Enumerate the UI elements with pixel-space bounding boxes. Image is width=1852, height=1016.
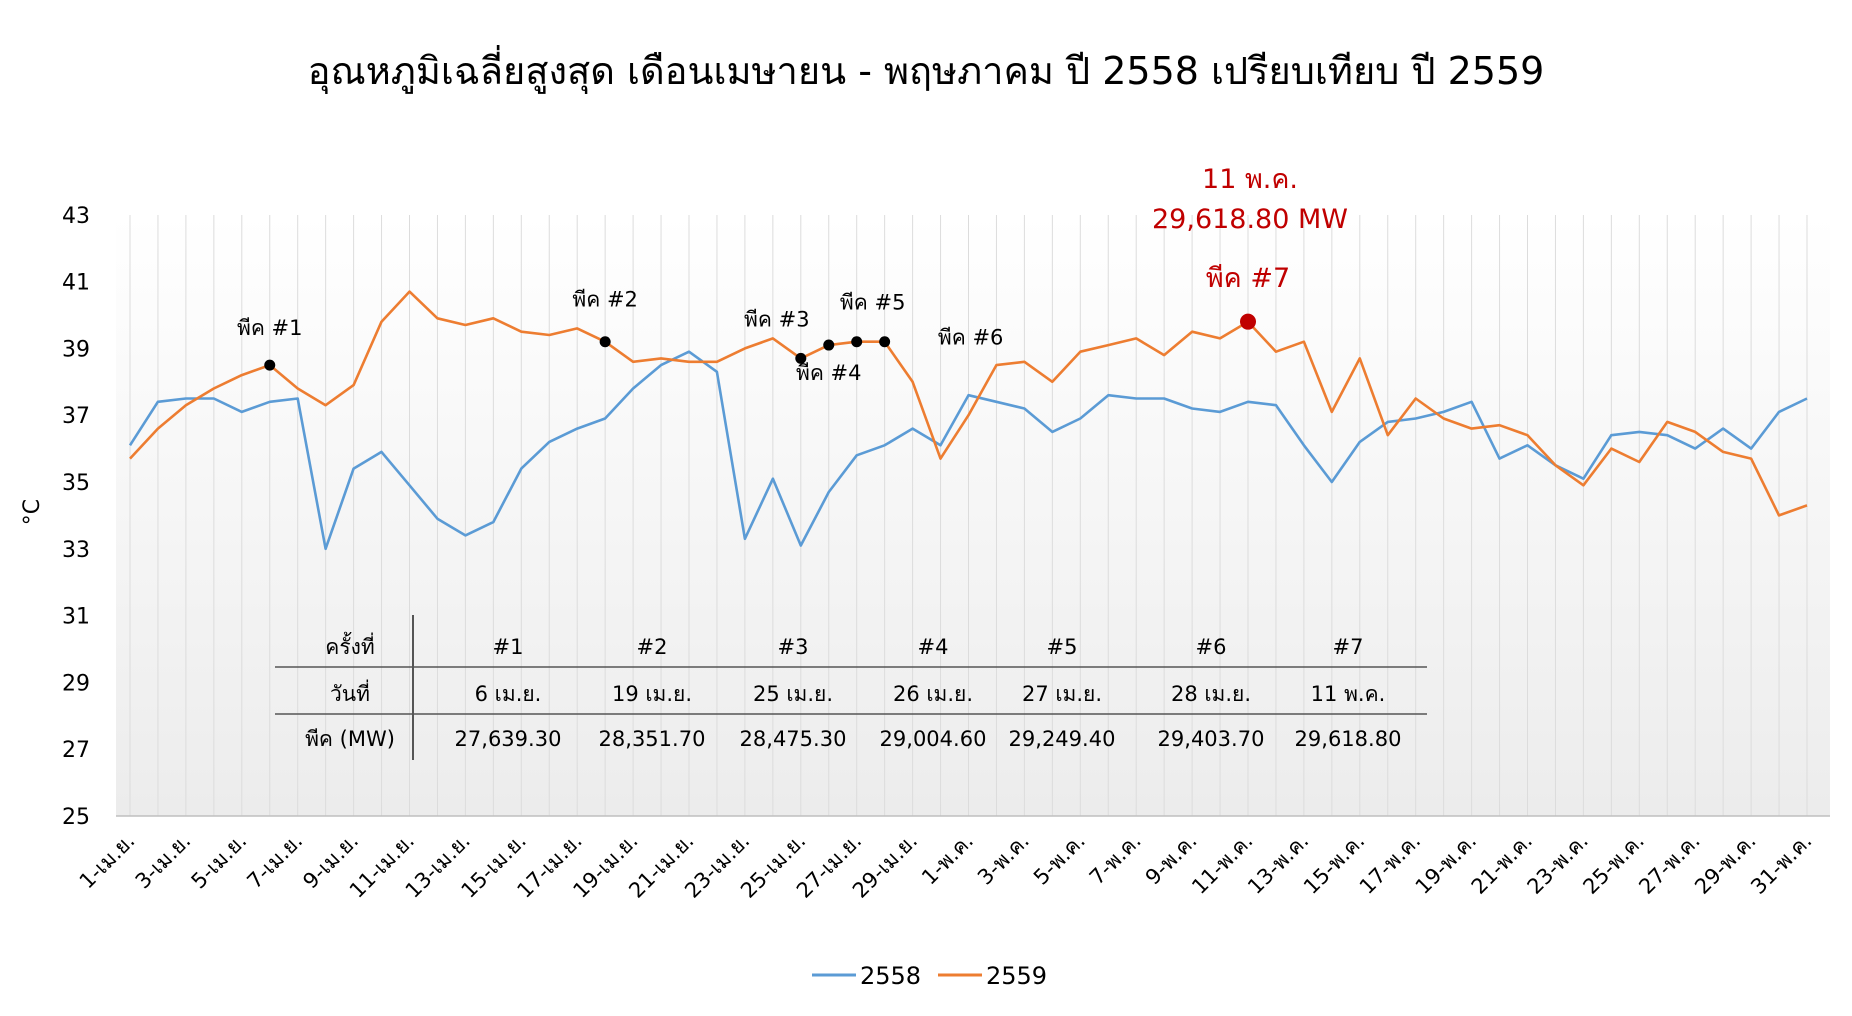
x-tick-label: 31-พ.ค. (1746, 829, 1816, 899)
x-tick-label: 11-พ.ค. (1187, 829, 1257, 899)
x-tick-label: 19-พ.ค. (1411, 829, 1481, 899)
table-cell-no: #4 (918, 635, 949, 659)
x-tick-label: 25-พ.ค. (1578, 829, 1648, 899)
y-tick-label: 31 (62, 605, 90, 630)
table-cell-mw: 28,351.70 (599, 727, 706, 751)
x-tick-label: 5-เม.ย. (187, 829, 252, 894)
x-tick-label: 1-เม.ย. (75, 829, 140, 894)
table-cell-date: 27 เม.ย. (1022, 682, 1102, 706)
vertical-gridlines (129, 215, 1808, 816)
peak-markers: พีค #1 พีค #2 พีค #3 พีค #4 พีค #5 พีค #6 (237, 288, 1256, 385)
peak-label: พีค #5 (840, 291, 906, 315)
peak-label: พีค #2 (572, 288, 638, 312)
x-tick-label: 27-พ.ค. (1634, 829, 1704, 899)
x-tick-label: 17-พ.ค. (1355, 829, 1425, 899)
x-tick-label: 23-พ.ค. (1523, 829, 1593, 899)
y-tick-label: 35 (62, 471, 90, 496)
x-tick-label: 7-เม.ย. (242, 829, 307, 894)
peak-label: พีค #1 (237, 316, 303, 340)
y-tick-label: 29 (62, 671, 90, 696)
x-tick-label: 21-พ.ค. (1467, 829, 1537, 899)
x-tick-label: 7-พ.ค. (1085, 829, 1146, 890)
x-axis-ticks: 1-เม.ย.3-เม.ย.5-เม.ย.7-เม.ย.9-เม.ย.11-เม… (75, 829, 1817, 903)
peak-marker (599, 336, 611, 348)
peak-marker (264, 359, 276, 371)
table-row-header: ครั้งที่ (325, 632, 374, 659)
x-tick-label: 3-พ.ค. (973, 829, 1034, 890)
table-row-header: วันที่ (330, 679, 370, 706)
y-axis-label: °C (20, 499, 45, 525)
peak-label: พีค #3 (744, 307, 810, 331)
x-tick-label: 3-เม.ย. (131, 829, 196, 894)
series-lines (128, 290, 1808, 551)
peak-table: ครั้งที่วันที่พีค (MW) #1 6 เม.ย. 27,639.30… (275, 615, 1427, 760)
peak-annotation: 11 พ.ค. 29,618.80 MW พีค #7 (1152, 164, 1348, 294)
table-cell-date: 6 เม.ย. (475, 682, 542, 706)
table-cell-mw: 29,249.40 (1009, 727, 1116, 751)
y-tick-label: 43 (62, 204, 90, 229)
x-tick-label: 13-พ.ค. (1243, 829, 1313, 899)
table-row-header: พีค (MW) (305, 727, 395, 751)
table-cell-no: #1 (493, 635, 524, 659)
table-cell-no: #3 (778, 635, 809, 659)
table-cell-date: 11 พ.ค. (1311, 682, 1386, 706)
chart-title: อุณหภูมิเฉลี่ยสูงสุด เดือนเมษายน - พฤษภา… (307, 49, 1545, 93)
peak-marker (795, 352, 807, 364)
annotation-date: 11 พ.ค. (1202, 164, 1298, 195)
table-cell-mw: 29,004.60 (880, 727, 987, 751)
table-cell-date: 26 เม.ย. (893, 682, 973, 706)
peak-label: พีค #4 (796, 361, 862, 385)
table-cell-no: #2 (637, 635, 668, 659)
y-tick-label: 37 (62, 404, 90, 429)
annotation-label: พีค #7 (1206, 263, 1290, 294)
table-cell-no: #7 (1333, 635, 1364, 659)
peak-marker (851, 336, 863, 348)
table-cell-mw: 27,639.30 (455, 727, 562, 751)
table-cell-no: #6 (1196, 635, 1227, 659)
legend: 2558 2559 (812, 962, 1047, 990)
y-tick-label: 33 (62, 538, 90, 563)
y-tick-label: 39 (62, 337, 90, 362)
x-tick-label: 5-พ.ค. (1029, 829, 1090, 890)
series-line-2558 (128, 350, 1808, 551)
legend-label-2559: 2559 (986, 962, 1047, 990)
table-cell-date: 25 เม.ย. (753, 682, 833, 706)
peak-marker (823, 339, 835, 351)
x-tick-label: 29-พ.ค. (1690, 829, 1760, 899)
x-tick-label: 15-พ.ค. (1299, 829, 1369, 899)
peak-marker (1240, 313, 1256, 330)
table-cell-mw: 29,403.70 (1158, 727, 1265, 751)
table-cell-date: 28 เม.ย. (1171, 682, 1251, 706)
annotation-value: 29,618.80 MW (1152, 204, 1348, 235)
table-cell-mw: 29,618.80 (1295, 727, 1402, 751)
y-axis-ticks: 25 27 29 31 33 35 37 39 41 43 (62, 204, 90, 830)
table-cell-date: 19 เม.ย. (612, 682, 692, 706)
table-cell-no: #5 (1047, 635, 1078, 659)
y-tick-label: 25 (62, 805, 90, 830)
y-tick-label: 27 (62, 738, 90, 763)
x-tick-label: 1-พ.ค. (917, 829, 978, 890)
plot-background (116, 215, 1830, 816)
series-line-2559 (129, 290, 1808, 517)
y-tick-label: 41 (62, 271, 90, 296)
peak-marker (879, 336, 891, 348)
peak-label: พีค #6 (938, 326, 1004, 350)
table-cell-mw: 28,475.30 (740, 727, 847, 751)
legend-label-2558: 2558 (860, 962, 921, 990)
